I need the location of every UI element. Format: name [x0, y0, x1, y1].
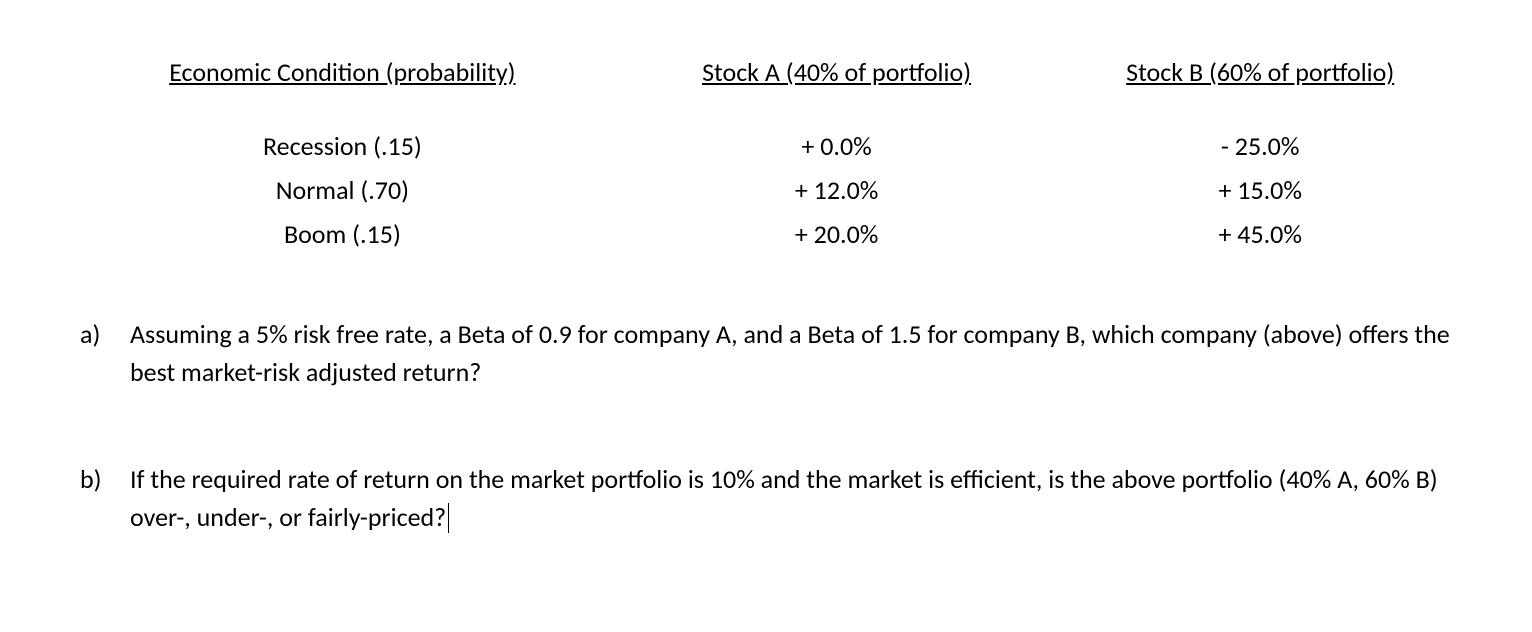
table-row: Boom (.15) + 20.0% + 45.0%	[60, 212, 1472, 256]
text-cursor-icon	[448, 503, 449, 533]
cell-stock-b: + 15.0%	[1048, 168, 1472, 212]
table-row: Recession (.15) + 0.0% - 25.0%	[60, 124, 1472, 168]
cell-stock-a: + 20.0%	[625, 212, 1049, 256]
table-row: Normal (.70) + 12.0% + 15.0%	[60, 168, 1472, 212]
header-stock-a: Stock A (40% of portfolio)	[625, 50, 1049, 124]
question-text: If the required rate of return on the ma…	[130, 461, 1472, 536]
cell-condition: Recession (.15)	[60, 124, 625, 168]
returns-table: Economic Condition (probability) Stock A…	[60, 50, 1472, 256]
table-header-row: Economic Condition (probability) Stock A…	[60, 50, 1472, 124]
cell-stock-b: - 25.0%	[1048, 124, 1472, 168]
header-economic-condition: Economic Condition (probability)	[60, 50, 625, 124]
cell-stock-b: + 45.0%	[1048, 212, 1472, 256]
cell-condition: Boom (.15)	[60, 212, 625, 256]
question-marker: a)	[80, 316, 130, 354]
question-list: a) Assuming a 5% risk free rate, a Beta …	[60, 316, 1472, 537]
question-a: a) Assuming a 5% risk free rate, a Beta …	[80, 316, 1472, 391]
header-stock-b: Stock B (60% of portfolio)	[1048, 50, 1472, 124]
question-text: Assuming a 5% risk free rate, a Beta of …	[130, 316, 1472, 391]
question-text-span: If the required rate of return on the ma…	[130, 463, 1438, 533]
question-b: b) If the required rate of return on the…	[80, 461, 1472, 536]
question-marker: b)	[80, 461, 130, 499]
cell-stock-a: + 0.0%	[625, 124, 1049, 168]
cell-stock-a: + 12.0%	[625, 168, 1049, 212]
cell-condition: Normal (.70)	[60, 168, 625, 212]
